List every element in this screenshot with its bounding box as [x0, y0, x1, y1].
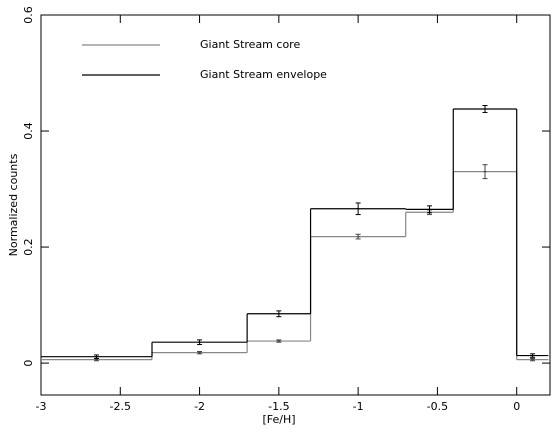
y-axis-label: Normalized counts: [7, 153, 20, 256]
error-bar: [355, 233, 361, 240]
x-tick-label: 0: [513, 400, 520, 413]
x-tick-label: -1.5: [268, 400, 289, 413]
error-bar: [93, 354, 99, 359]
error-bar: [530, 357, 536, 362]
y-tick-label: 0.6: [22, 6, 35, 24]
error-bar: [276, 310, 282, 318]
legend-label: Giant Stream envelope: [200, 68, 327, 81]
legend-label: Giant Stream core: [200, 38, 300, 51]
y-tick-label: 0: [22, 360, 35, 367]
x-tick-label: -0.5: [427, 400, 448, 413]
y-tick-label: 0.2: [22, 238, 35, 256]
x-tick-label: -2: [194, 400, 205, 413]
y-tick-label: 0.4: [22, 122, 35, 140]
error-bar: [276, 339, 282, 343]
error-bar: [426, 205, 432, 214]
x-tick-label: -2.5: [110, 400, 131, 413]
plot-frame: [40, 14, 551, 396]
x-tick-label: -3: [36, 400, 47, 413]
error-bar: [355, 202, 361, 216]
error-bar: [530, 353, 536, 358]
x-axis-label: [Fe/H]: [262, 413, 295, 426]
error-bar: [197, 350, 203, 355]
error-bar: [482, 164, 488, 180]
x-tick-label: -1: [353, 400, 364, 413]
error-bar: [197, 339, 203, 346]
error-bar: [482, 105, 488, 113]
